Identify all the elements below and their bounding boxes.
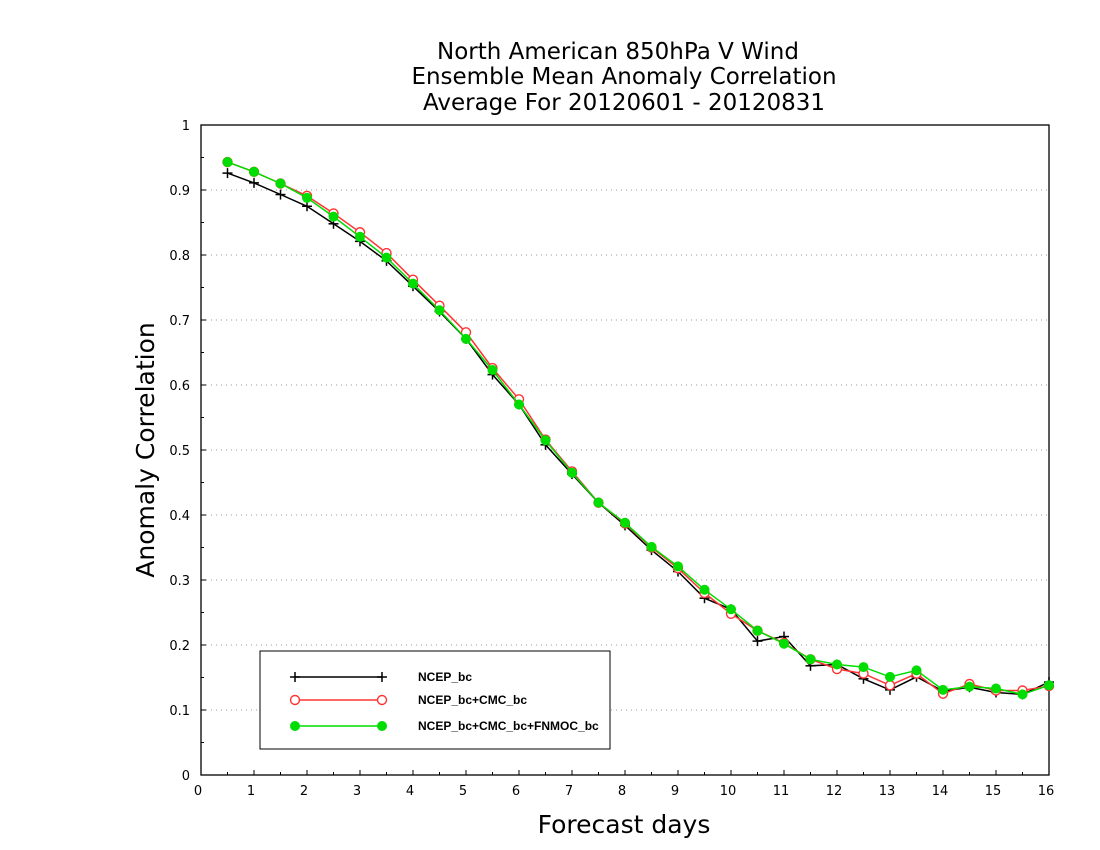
x-tick-label: 13 — [879, 784, 896, 799]
data-point — [620, 517, 630, 528]
data-point — [249, 177, 259, 188]
x-tick-label: 1 — [247, 784, 255, 799]
data-point — [832, 659, 842, 670]
y-tick-label: 0.1 — [169, 704, 190, 719]
data-point — [593, 497, 604, 508]
series-line — [227, 161, 1050, 696]
data-point — [461, 333, 471, 344]
data-point — [434, 305, 445, 316]
x-tick-label: 3 — [353, 784, 361, 799]
series-2 — [222, 156, 1055, 699]
x-tick-label: 12 — [826, 784, 843, 799]
x-tick-label: 16 — [1038, 784, 1055, 799]
data-point — [408, 278, 418, 289]
data-point — [328, 211, 339, 222]
y-axis-ticks: 0 0.1 0.2 0.3 0.4 0.5 0.6 0.7 0.8 0.9 1 — [169, 119, 206, 784]
legend-label: NCEP_bc+CMC_bc — [418, 693, 527, 707]
x-tick-label: 10 — [720, 784, 737, 799]
data-point — [302, 201, 312, 212]
data-point — [673, 561, 683, 572]
data-point — [275, 178, 286, 189]
data-point — [567, 467, 577, 478]
data-point — [911, 665, 922, 676]
chart-title: North American 850hPa V Wind Ensemble Me… — [411, 39, 836, 116]
series-3 — [222, 157, 1054, 700]
legend-marker — [377, 672, 387, 682]
legend-entry-2: NCEP_bc+CMC_bc — [289, 693, 527, 707]
data-point — [699, 584, 710, 595]
y-tick-label: 0.5 — [169, 444, 190, 459]
x-tick-label: 11 — [773, 784, 790, 799]
data-point — [1017, 689, 1028, 700]
y-tick-label: 0.3 — [169, 574, 190, 589]
data-point — [991, 683, 1001, 694]
data-point — [222, 168, 233, 179]
data-point — [514, 399, 524, 410]
series-1 — [222, 168, 1054, 700]
y-tick-label: 0.4 — [169, 509, 190, 524]
data-point — [752, 625, 763, 636]
x-tick-label: 4 — [406, 784, 414, 799]
y-tick-label: 0.9 — [169, 184, 190, 199]
legend-marker — [376, 694, 388, 706]
series-line — [227, 161, 1050, 695]
y-tick-label: 0.7 — [169, 314, 190, 329]
data-point — [726, 604, 736, 615]
data-point — [249, 166, 259, 177]
data-point — [938, 684, 948, 695]
data-point — [222, 157, 233, 168]
x-tick-label: 0 — [194, 784, 202, 799]
data-point — [884, 680, 896, 691]
data-point — [1044, 680, 1054, 691]
data-point — [540, 435, 551, 446]
x-tick-label: 7 — [565, 784, 573, 799]
data-point — [381, 252, 392, 263]
legend-marker — [377, 721, 387, 731]
x-tick-label: 14 — [932, 784, 949, 799]
title-line-2: Ensemble Mean Anomaly Correlation — [411, 64, 836, 90]
y-tick-label: 0.8 — [169, 249, 190, 264]
data-point — [302, 192, 312, 203]
series-line — [227, 172, 1050, 696]
x-axis-label: Forecast days — [538, 810, 711, 839]
y-tick-label: 0.6 — [169, 379, 190, 394]
title-line-1: North American 850hPa V Wind — [437, 39, 799, 65]
series-group — [222, 156, 1055, 700]
legend-marker — [290, 721, 300, 731]
data-point — [752, 636, 763, 647]
data-point — [885, 671, 895, 682]
data-point — [355, 231, 365, 242]
legend-marker — [290, 672, 300, 682]
x-tick-label: 15 — [985, 784, 1002, 799]
data-point — [858, 662, 869, 673]
legend-entry-1: NCEP_bc — [290, 670, 472, 684]
data-point — [779, 638, 789, 649]
legend-entries: NCEP_bc NCEP_bc+CMC_bc NCEP_bc+CMC_bc+FNMO… — [289, 670, 599, 733]
x-tick-label: 9 — [671, 784, 679, 799]
y-tick-label: 0.2 — [169, 639, 190, 654]
data-point — [964, 681, 975, 692]
data-point — [805, 654, 816, 665]
data-point — [275, 189, 286, 200]
y-axis-label: Anomaly Correlation — [131, 322, 160, 577]
y-tick-label: 1 — [182, 119, 190, 134]
x-tick-label: 5 — [459, 784, 467, 799]
data-point — [646, 541, 657, 552]
x-axis-ticks: 0 1 2 3 4 5 6 7 8 9 10 11 12 13 14 15 16 — [194, 770, 1054, 799]
legend-marker — [289, 694, 301, 706]
title-line-3: Average For 20120601 - 20120831 — [423, 90, 825, 116]
x-tick-label: 2 — [300, 784, 308, 799]
grid-lines — [201, 189, 1049, 711]
legend: NCEP_bc NCEP_bc+CMC_bc NCEP_bc+CMC_bc+FNMO… — [259, 650, 611, 750]
y-tick-label: 0 — [182, 769, 190, 784]
legend-label: NCEP_bc — [418, 670, 472, 684]
legend-label: NCEP_bc+CMC_bc+FNMOC_bc — [418, 719, 599, 733]
x-tick-label: 8 — [618, 784, 626, 799]
data-point — [487, 365, 498, 376]
x-tick-label: 6 — [512, 784, 520, 799]
legend-entry-3: NCEP_bc+CMC_bc+FNMOC_bc — [290, 719, 599, 733]
